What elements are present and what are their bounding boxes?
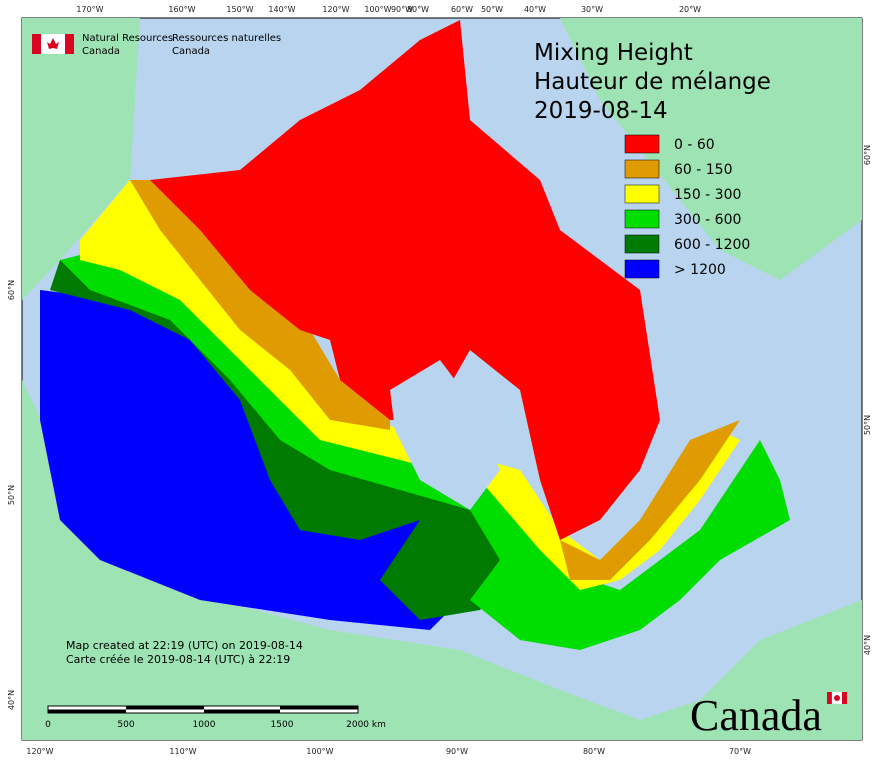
graticule-label: 40°N	[7, 690, 16, 710]
graticule-label: 40°N	[863, 635, 872, 655]
scale-bar-segment	[204, 709, 280, 713]
graticule-label: 30°W	[581, 5, 603, 14]
land	[22, 18, 862, 740]
legend-label: 60 - 150	[674, 162, 733, 178]
graticule-label: 170°W	[76, 5, 103, 14]
map-note: Map created at 22:19 (UTC) on 2019-08-14	[66, 639, 303, 652]
legend-swatch	[624, 159, 660, 179]
org-name-fr: Ressources naturelles	[172, 33, 281, 44]
legend-label: 300 - 600	[674, 212, 741, 228]
graticule-label: 70°W	[729, 747, 751, 756]
legend-label: 600 - 1200	[674, 237, 750, 253]
graticule-label: 60°N	[863, 145, 872, 165]
graticule-label: 100°W	[306, 747, 333, 756]
canada-flag	[32, 34, 74, 54]
graticule-label: 50°N	[7, 485, 16, 505]
graticule-label: 140°W	[268, 5, 295, 14]
graticule-label: 110°W	[169, 747, 196, 756]
map-title: Hauteur de mélange	[534, 69, 771, 95]
legend-swatch	[624, 134, 660, 154]
graticule-label: 90°W	[391, 5, 413, 14]
org-name-en: Canada	[82, 46, 120, 57]
graticule-label: 50°W	[481, 5, 503, 14]
graticule-label: 20°W	[679, 5, 701, 14]
scale-bar-segment	[48, 709, 126, 713]
legend-swatch	[624, 259, 660, 279]
graticule-label: 160°W	[168, 5, 195, 14]
legend-label: 150 - 300	[674, 187, 741, 203]
graticule-label: 90°W	[446, 747, 468, 756]
scale-label: 1500	[271, 720, 294, 730]
org-name-fr: Canada	[172, 46, 210, 57]
map-title: Mixing Height	[534, 40, 693, 66]
wordmark: Canada	[690, 691, 822, 740]
legend-label: 0 - 60	[674, 137, 715, 153]
scale-label: 500	[117, 720, 134, 730]
wordmark-flag	[827, 691, 847, 705]
graticule-label: 100°W	[364, 5, 391, 14]
scale-bar-segment	[126, 706, 204, 710]
graticule-label: 80°W	[583, 747, 605, 756]
org-name-en: Natural Resources	[82, 33, 173, 44]
scale-label: 1000	[193, 720, 216, 730]
scale-label: 2000 km	[346, 720, 386, 730]
map-title: 2019-08-14	[534, 98, 668, 124]
graticule-label: 120°W	[26, 747, 53, 756]
legend-swatch	[624, 209, 660, 229]
map-note: Carte créée le 2019-08-14 (UTC) à 22:19	[66, 653, 290, 666]
scale-bar-segment	[280, 706, 358, 710]
graticule-label: 60°N	[7, 280, 16, 300]
legend-label: > 1200	[674, 262, 726, 278]
legend-swatch	[624, 184, 660, 204]
graticule-label: 60°W	[451, 5, 473, 14]
graticule-label: 80°W	[407, 5, 429, 14]
graticule-label: 150°W	[226, 5, 253, 14]
graticule-label: 50°N	[863, 415, 872, 435]
graticule-label: 40°W	[524, 5, 546, 14]
mixing-height-zones	[40, 20, 790, 650]
legend-swatch	[624, 234, 660, 254]
graticule-label: 120°W	[322, 5, 349, 14]
scale-label: 0	[45, 720, 51, 730]
